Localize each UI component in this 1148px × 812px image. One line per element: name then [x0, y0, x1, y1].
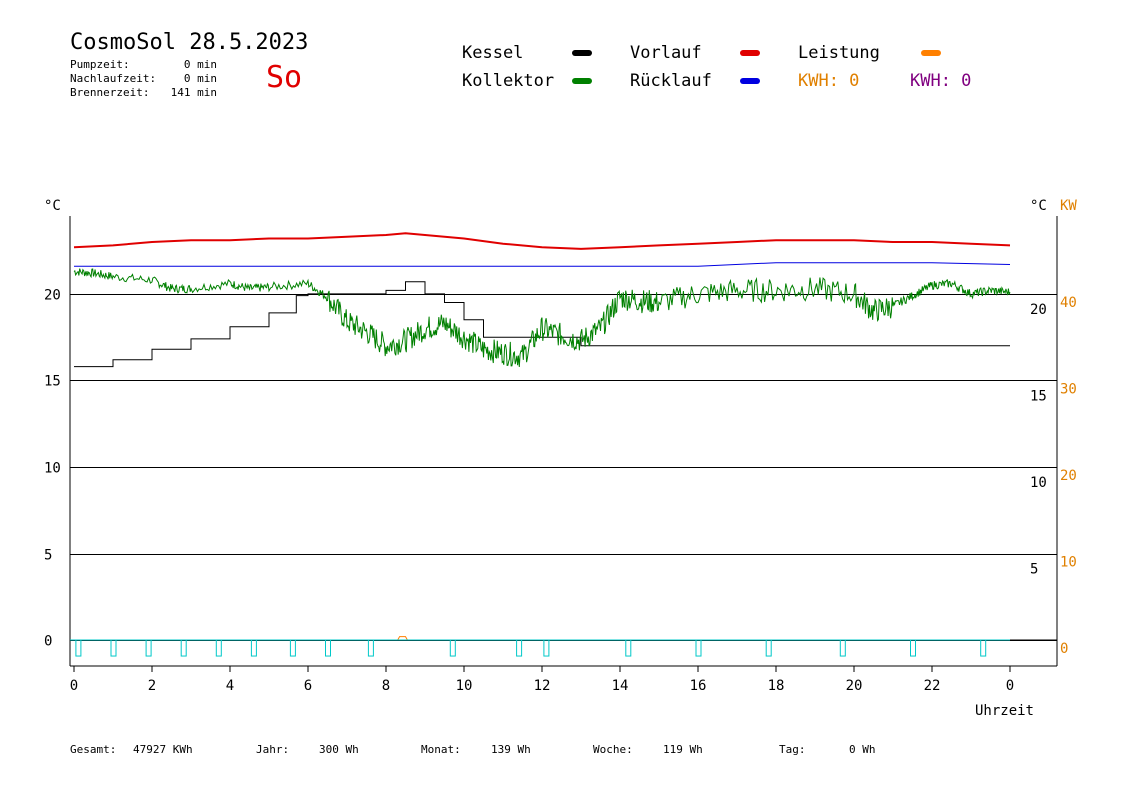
x-tick-label: 8 [382, 678, 390, 694]
y-tick-left: 0 [44, 634, 52, 650]
x-tick-label: 18 [768, 678, 785, 694]
stat-label-pumpzeit: Pumpzeit: [70, 58, 130, 71]
chart-grid [70, 294, 1057, 641]
legend-kollektor-label: Kollektor [462, 71, 555, 91]
y-axis-unit-left: °C [44, 198, 61, 214]
footer-tag-label: Tag: [779, 743, 806, 756]
y-tick-right: 10 [1030, 475, 1047, 491]
footer-woche-value: 119 Wh [663, 743, 703, 756]
pump-pulse [625, 639, 632, 657]
x-tick-label: 16 [690, 678, 707, 694]
series-ruecklauf [74, 262, 1011, 267]
chart-labels: 0 5 10 15 20 5 10 15 20 0 10 20 30 40 °C °C KW 0 2 4 6 8 10 12 1… [44, 198, 1077, 719]
series-kollektor [73, 268, 1011, 368]
pump-pulse [695, 639, 702, 657]
pump-pulse [367, 639, 374, 657]
y-tick-left: 20 [44, 288, 61, 304]
pump-pulse [75, 639, 82, 657]
pump-pulse [215, 639, 222, 657]
legend-kwh-solar: KWH: 0 [798, 71, 860, 91]
y-axis-unit-kw: KW [1060, 198, 1077, 214]
pump-pulse [145, 639, 152, 657]
pump-pulse [980, 639, 987, 657]
y-tick-right-kw: 30 [1060, 381, 1077, 397]
y-axis-unit-right: °C [1030, 198, 1047, 214]
chart-series [70, 232, 1057, 657]
y-tick-right-kw: 10 [1060, 555, 1077, 571]
legend-ruecklauf-swatch [740, 78, 760, 84]
pump-pulse [516, 639, 523, 657]
legend-vorlauf-swatch [740, 50, 760, 56]
footer-gesamt-value: 47927 KWh [133, 743, 193, 756]
legend-kessel-swatch [572, 50, 592, 56]
series-vorlauf [73, 232, 1011, 250]
y-tick-right-kw: 40 [1060, 295, 1077, 311]
y-tick-left: 5 [44, 548, 52, 564]
footer-jahr-label: Jahr: [256, 743, 290, 756]
stat-label-brennerzeit: Brennerzeit: [70, 86, 150, 99]
x-axis-label: Uhrzeit [975, 703, 1034, 719]
x-tick-label: 0 [1006, 678, 1014, 694]
pump-pulse [449, 639, 456, 657]
page-title: CosmoSol 28.5.2023 [70, 30, 309, 55]
series-kessel [74, 281, 1010, 368]
legend-kessel-label: Kessel [462, 43, 524, 63]
legend-kollektor-swatch [572, 78, 592, 84]
pump-pulse [180, 639, 187, 657]
pump-pulse [910, 639, 916, 657]
y-tick-right: 15 [1030, 388, 1047, 404]
y-tick-right-kw: 0 [1060, 641, 1068, 657]
series-leistung [74, 636, 1010, 641]
pump-pulse [765, 639, 772, 657]
footer-monat-value: 139 Wh [491, 743, 531, 756]
stat-value-pumpzeit: 0 min [183, 58, 217, 71]
y-tick-right: 20 [1030, 302, 1047, 318]
x-tick-label: 6 [304, 678, 312, 694]
x-tick-label: 10 [456, 678, 473, 694]
x-tick-label: 20 [846, 678, 863, 694]
legend-ruecklauf-label: Rücklauf [630, 71, 712, 91]
pump-pulse [289, 639, 296, 657]
legend-kwh-other: KWH: 0 [910, 71, 972, 91]
y-tick-right-kw: 20 [1060, 468, 1077, 484]
pump-pulse [325, 639, 331, 657]
y-tick-left: 10 [44, 461, 61, 477]
footer-gesamt-label: Gesamt: [70, 743, 117, 756]
x-tick-label: 2 [148, 678, 156, 694]
legend-leistung-label: Leistung [798, 43, 880, 63]
pump-pulse [250, 639, 257, 657]
legend-leistung-swatch [921, 50, 941, 56]
footer-jahr-value: 300 Wh [319, 743, 359, 756]
x-tick-label: 14 [612, 678, 629, 694]
y-tick-right: 5 [1030, 562, 1038, 578]
x-tick-label: 22 [924, 678, 941, 694]
stat-label-nachlaufzeit: Nachlaufzeit: [70, 72, 157, 85]
x-tick-label: 4 [226, 678, 234, 694]
pump-pulse [110, 639, 117, 657]
stat-value-brennerzeit: 141 min [170, 86, 217, 99]
x-tick-label: 12 [534, 678, 551, 694]
x-tick-label: 0 [70, 678, 78, 694]
legend-vorlauf-label: Vorlauf [630, 43, 702, 63]
y-tick-left: 15 [44, 374, 61, 390]
chart-axes [69, 216, 1058, 672]
pump-pulse [839, 639, 846, 657]
footer-monat-label: Monat: [421, 743, 461, 756]
footer-woche-label: Woche: [593, 743, 633, 756]
footer-tag-value: 0 Wh [849, 743, 876, 756]
stat-value-nachlaufzeit: 0 min [183, 72, 217, 85]
weekday-label: So [266, 60, 303, 95]
pump-pulse [543, 639, 550, 657]
